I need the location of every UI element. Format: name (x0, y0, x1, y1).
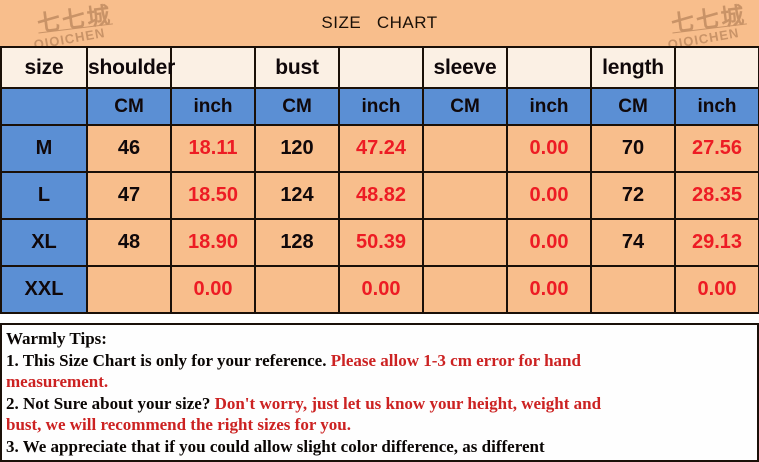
cell-bust-cm (254, 265, 340, 314)
header-cell-length: length (590, 46, 676, 89)
cell-size-label: L (0, 171, 88, 220)
warmly-tips-panel: Warmly Tips: 1. This Size Chart is only … (0, 323, 759, 462)
header-cell-shoulder: shoulder (86, 46, 175, 89)
page-title: SIZE CHART (321, 13, 438, 32)
header-cell-spacer-2 (338, 46, 424, 89)
title-band: SIZE CHART (0, 0, 759, 48)
tips-line-1: 1. This Size Chart is only for your refe… (6, 350, 753, 372)
cell-shoulder-inch: 18.50 (170, 171, 256, 220)
cell-sleeve-inch: 0.00 (506, 265, 592, 314)
tips-line-3: 2. Not Sure about your size? Don't worry… (6, 393, 753, 415)
cell-shoulder-inch: 18.90 (170, 218, 256, 267)
cell-shoulder-cm (86, 265, 172, 314)
tips-line-1-red: Please allow 1-3 cm error for hand (330, 350, 581, 370)
cell-size-label: M (0, 124, 88, 173)
cell-sleeve-inch: 0.00 (506, 171, 592, 220)
cell-sleeve-inch: 0.00 (506, 124, 592, 173)
cell-bust-inch: 0.00 (338, 265, 424, 314)
cell-bust-cm: 124 (254, 171, 340, 220)
table-row: XL 48 18.90 128 50.39 0.00 74 29.13 (0, 218, 759, 267)
table-row: M 46 18.11 120 47.24 0.00 70 27.56 (0, 124, 759, 173)
cell-bust-cm: 128 (254, 218, 340, 267)
tips-line-6: computers may display different colors. (6, 457, 753, 460)
header-cell-spacer-3 (506, 46, 592, 89)
tips-heading: Warmly Tips: (6, 329, 107, 348)
cell-length-cm: 72 (590, 171, 676, 220)
unit-cell-sleeve-inch: inch (506, 87, 592, 126)
cell-bust-cm: 120 (254, 124, 340, 173)
cell-length-inch: 28.35 (674, 171, 759, 220)
tips-line-3-black: 2. Not Sure about your size? (6, 393, 215, 413)
cell-shoulder-inch: 0.00 (170, 265, 256, 314)
table-unit-header-row: CM inch CM inch CM inch CM inch (0, 87, 759, 126)
cell-sleeve-cm (422, 171, 508, 220)
cell-length-cm: 70 (590, 124, 676, 173)
cell-size-label: XL (0, 218, 88, 267)
header-cell-size: size (0, 46, 88, 89)
cell-shoulder-cm: 46 (86, 124, 172, 173)
cell-sleeve-cm (422, 124, 508, 173)
cell-bust-inch: 48.82 (338, 171, 424, 220)
cell-shoulder-cm: 47 (86, 171, 172, 220)
tips-line-3-red: Don't worry, just let us know your heigh… (214, 393, 602, 413)
unit-cell-length-inch: inch (674, 87, 759, 126)
cell-length-inch: 29.13 (674, 218, 759, 267)
table-group-header-row: size shoulder bust sleeve length (0, 46, 759, 89)
cell-length-cm (590, 265, 676, 314)
tips-line-2: measurement. (6, 372, 109, 391)
cell-bust-inch: 47.24 (338, 124, 424, 173)
cell-shoulder-inch: 18.11 (170, 124, 256, 173)
tips-line-5: 3. We appreciate that if you could allow… (6, 436, 545, 456)
unit-cell-length-cm: CM (590, 87, 676, 126)
cell-length-inch: 0.00 (674, 265, 759, 314)
table-row: L 47 18.50 124 48.82 0.00 72 28.35 (0, 171, 759, 220)
header-cell-bust: bust (254, 46, 340, 89)
unit-cell-blank (0, 87, 88, 126)
cell-sleeve-cm (422, 218, 508, 267)
cell-shoulder-cm: 48 (86, 218, 172, 267)
tips-line-4: bust, we will recommend the right sizes … (6, 415, 352, 434)
unit-cell-shoulder-cm: CM (86, 87, 172, 126)
cell-sleeve-inch: 0.00 (506, 218, 592, 267)
cell-bust-inch: 50.39 (338, 218, 424, 267)
table-row: XXL 0.00 0.00 0.00 0.00 (0, 265, 759, 314)
header-cell-sleeve: sleeve (422, 46, 508, 89)
unit-cell-sleeve-cm: CM (422, 87, 508, 126)
header-cell-spacer-4 (674, 46, 759, 89)
cell-size-label: XXL (0, 265, 88, 314)
cell-length-inch: 27.56 (674, 124, 759, 173)
tips-line-1-black: 1. This Size Chart is only for your refe… (6, 350, 331, 370)
cell-length-cm: 74 (590, 218, 676, 267)
unit-cell-bust-cm: CM (254, 87, 340, 126)
unit-cell-shoulder-inch: inch (170, 87, 256, 126)
unit-cell-bust-inch: inch (338, 87, 424, 126)
cell-sleeve-cm (422, 265, 508, 314)
size-chart-table: size shoulder bust sleeve length CM inch… (0, 46, 759, 314)
header-cell-spacer-1 (170, 46, 256, 89)
